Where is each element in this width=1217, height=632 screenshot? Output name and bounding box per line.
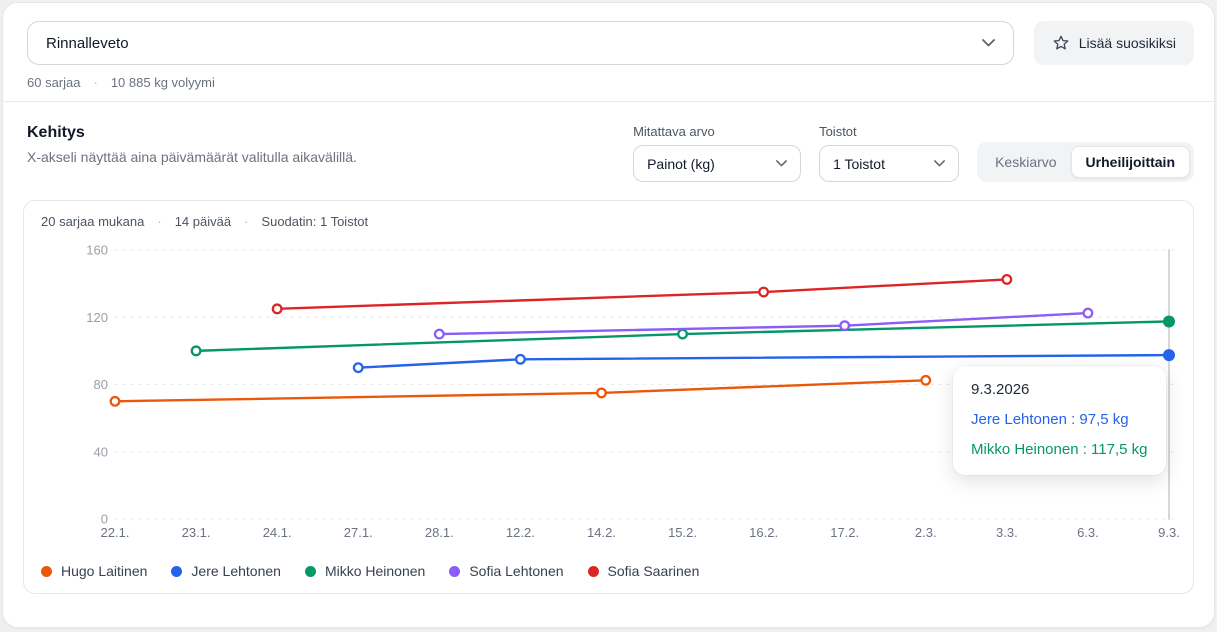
chevron-down-icon [934, 160, 945, 167]
data-point[interactable] [596, 387, 607, 399]
section-subtitle: X-akseli näyttää aina päivämäärät valitu… [27, 149, 357, 165]
x-axis-tick-label: 3.3. [996, 525, 1018, 540]
legend-color-dot [41, 565, 52, 577]
data-point[interactable] [839, 320, 851, 332]
chart-legend: Hugo Laitinen Jere Lehtonen Mikko Heinonen… [24, 554, 1193, 585]
reps-select-value: 1 Toistot [833, 155, 885, 172]
data-point-active[interactable] [1163, 315, 1175, 328]
tooltip-entry: Jere Lehtonen : 97,5 kg [971, 411, 1129, 428]
data-point[interactable] [352, 362, 364, 374]
exercise-select-value: Rinnalleveto [46, 34, 129, 52]
legend-item[interactable]: Jere Lehtonen [171, 563, 281, 579]
x-axis-tick-label: 23.1. [182, 525, 211, 540]
data-point[interactable] [190, 345, 202, 357]
data-point[interactable] [271, 303, 283, 315]
y-axis-tick-label: 80 [94, 377, 108, 392]
legend-item[interactable]: Hugo Laitinen [41, 563, 147, 579]
legend-label: Sofia Saarinen [607, 563, 700, 579]
x-axis-tick-label: 6.3. [1077, 525, 1099, 540]
x-axis-tick-label: 14.2. [587, 525, 616, 540]
x-axis-tick-label: 2.3. [915, 525, 937, 540]
data-point[interactable] [109, 395, 121, 407]
dot-separator: · [157, 214, 162, 229]
sets-count: 60 sarjaa [27, 75, 81, 90]
star-icon [1053, 35, 1069, 50]
chart-meta-sets: 20 sarjaa mukana [41, 214, 145, 229]
volume-total: 10 885 kg volyymi [110, 75, 215, 90]
measure-select-value: Painot (kg) [647, 155, 715, 172]
x-axis-tick-label: 28.1. [425, 525, 454, 540]
data-point[interactable] [758, 286, 770, 298]
legend-label: Sofia Lehtonen [469, 563, 564, 579]
data-point[interactable] [433, 328, 445, 340]
dot-separator: · [93, 75, 98, 90]
chart-meta: 20 sarjaa mukana · 14 päivää · Suodatin:… [24, 214, 1193, 229]
y-axis-tick-label: 40 [94, 444, 108, 459]
chart-tooltip: 9.3.2026 Jere Lehtonen : 97,5 kg Mikko He… [953, 366, 1166, 475]
measure-select[interactable]: Painot (kg) [633, 145, 802, 182]
x-axis-tick-label: 27.1. [344, 525, 373, 540]
x-axis-tick-label: 15.2. [668, 525, 697, 540]
chart-panel: 20 sarjaa mukana · 14 päivää · Suodatin:… [23, 200, 1194, 594]
view-mode-toggle: Keskiarvo Urheilijoittain [977, 142, 1194, 182]
x-axis-tick-label: 16.2. [749, 525, 778, 540]
legend-color-dot [171, 565, 183, 577]
toggle-option-per-athlete[interactable]: Urheilijoittain [1070, 146, 1190, 178]
legend-color-dot [449, 565, 461, 577]
chart-meta-filter: Suodatin: 1 Toistot [261, 214, 369, 229]
x-axis-tick-label: 9.3. [1158, 525, 1180, 540]
exercise-stats: 60 sarjaa · 10 885 kg volyymi [27, 75, 1194, 101]
data-point-active[interactable] [1163, 349, 1175, 362]
y-axis-tick-label: 160 [86, 243, 108, 258]
legend-color-dot [587, 565, 599, 577]
add-favorite-label: Lisää suosikiksi [1078, 35, 1176, 51]
development-section-header: Kehitys X-akseli näyttää aina päivämäärä… [3, 102, 1214, 200]
chart-meta-days: 14 päivää [174, 214, 232, 229]
dot-separator: · [244, 214, 249, 229]
header: Rinnalleveto Lisää suosikiksi 60 sarjaa … [3, 3, 1214, 102]
reps-select[interactable]: 1 Toistot [819, 145, 960, 182]
chevron-down-icon [776, 160, 787, 167]
tooltip-entries: Jere Lehtonen : 97,5 kg Mikko Heinonen : … [971, 411, 1148, 458]
series-line [275, 278, 1009, 311]
series-line [113, 379, 927, 403]
legend-item[interactable]: Mikko Heinonen [304, 563, 426, 579]
progress-line-chart[interactable]: 0 40 80 120 160 22.1. 23.1. 24.1. 27.1. 28.1. 12.2… [24, 235, 1197, 549]
x-axis-tick-label: 24.1. [263, 525, 292, 540]
x-axis-tick-label: 17.2. [830, 525, 859, 540]
legend-label: Jere Lehtonen [191, 563, 281, 579]
section-title: Kehitys [27, 124, 85, 141]
x-axis-tick-label: 12.2. [506, 525, 535, 540]
y-axis-tick-label: 120 [86, 310, 108, 325]
exercise-select[interactable]: Rinnalleveto [27, 21, 1014, 65]
x-axis-tick-label: 22.1. [101, 525, 130, 540]
data-point[interactable] [1001, 273, 1013, 285]
add-favorite-button[interactable]: Lisää suosikiksi [1033, 21, 1194, 65]
tooltip-entry: Mikko Heinonen : 117,5 kg [971, 441, 1148, 458]
tooltip-date: 9.3.2026 [971, 381, 1030, 398]
y-axis-tick-label: 0 [101, 512, 108, 527]
legend-label: Hugo Laitinen [61, 563, 148, 579]
measure-select-label: Mitattava arvo [633, 124, 715, 139]
data-point[interactable] [1082, 307, 1094, 319]
legend-item[interactable]: Sofia Saarinen [587, 563, 700, 579]
legend-color-dot [304, 565, 316, 577]
legend-label: Mikko Heinonen [324, 563, 426, 579]
chart-area: 0 40 80 120 160 22.1. 23.1. 24.1. 27.1. 28.1. 12.2… [24, 235, 1193, 554]
data-point[interactable] [920, 374, 932, 386]
chevron-down-icon [981, 39, 995, 47]
reps-select-label: Toistot [819, 124, 857, 139]
data-point[interactable] [677, 328, 688, 340]
data-point[interactable] [514, 353, 526, 365]
toggle-option-average[interactable]: Keskiarvo [981, 146, 1070, 178]
legend-item[interactable]: Sofia Lehtonen [449, 563, 564, 579]
